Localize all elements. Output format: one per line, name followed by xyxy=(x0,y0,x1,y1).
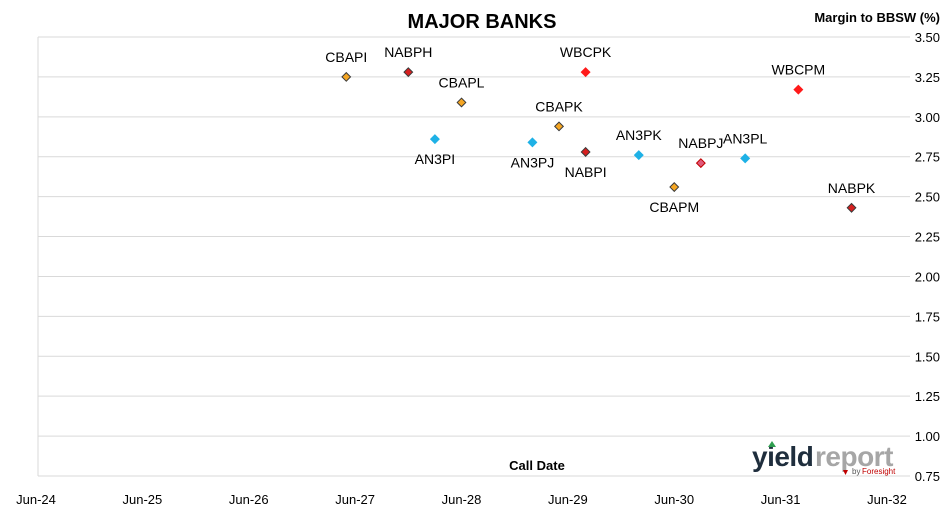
y-tick-label: 1.25 xyxy=(915,389,940,404)
data-label-cbapk: CBAPK xyxy=(535,98,583,114)
x-tick-label: Jun-32 xyxy=(867,492,907,507)
data-point-nabpj xyxy=(695,158,706,169)
data-label-an3pk: AN3PK xyxy=(616,127,663,143)
data-point-wbcpk xyxy=(580,67,591,78)
y-tick-label: 2.25 xyxy=(915,230,940,245)
data-label-nabpi: NABPI xyxy=(565,164,607,180)
data-point-an3pi xyxy=(429,134,440,145)
y-tick-label: 3.00 xyxy=(915,110,940,125)
y-axis-label: Margin to BBSW (%) xyxy=(814,10,940,25)
data-point-cbapl xyxy=(456,97,467,108)
data-label-an3pi: AN3PI xyxy=(415,151,455,167)
y-tick-label: 1.00 xyxy=(915,429,940,444)
x-axis-label: Call Date xyxy=(509,458,565,473)
data-label-wbcpm: WBCPM xyxy=(772,62,826,78)
chart-title: MAJOR BANKS xyxy=(408,11,557,33)
x-tick-label: Jun-25 xyxy=(123,492,163,507)
y-tick-labels: 0.75 1.00 1.25 1.50 1.75 2.00 2.25 2.50 2.75 3.00… xyxy=(915,30,940,484)
data-point-nabpk xyxy=(846,202,857,213)
x-tick-label: Jun-31 xyxy=(761,492,801,507)
logo-down-triangle-icon xyxy=(843,470,848,475)
logo-sub-prefix: by xyxy=(852,467,860,476)
data-label-an3pj: AN3PJ xyxy=(511,154,555,170)
x-tick-label: Jun-24 xyxy=(16,492,56,507)
gridlines xyxy=(37,36,910,477)
data-point-wbcpm xyxy=(793,84,804,95)
x-tick-label: Jun-28 xyxy=(442,492,482,507)
y-tick-label: 2.00 xyxy=(915,269,940,284)
data-label-wbcpk: WBCPK xyxy=(560,44,612,60)
data-label-cbapl: CBAPL xyxy=(439,74,485,90)
y-tick-label: 2.75 xyxy=(915,150,940,165)
data-point-an3pk xyxy=(633,150,644,161)
y-tick-label: 3.25 xyxy=(915,70,940,85)
data-point-cbapk xyxy=(554,121,565,132)
x-tick-label: Jun-30 xyxy=(654,492,694,507)
y-tick-label: 1.75 xyxy=(915,309,940,324)
yieldreport-logo: yield report by Foresight xyxy=(752,441,896,476)
logo-text-yield: yield xyxy=(752,441,813,472)
data-label-an3pl: AN3PL xyxy=(723,130,768,146)
y-tick-label: 0.75 xyxy=(915,469,940,484)
data-point-cbapi xyxy=(341,71,352,82)
logo-up-triangle-icon xyxy=(768,441,776,447)
data-point-cbapm xyxy=(669,182,680,193)
data-point-nabph xyxy=(403,67,414,78)
data-label-cbapi: CBAPI xyxy=(325,49,367,65)
x-tick-label: Jun-27 xyxy=(335,492,375,507)
data-points xyxy=(341,67,857,213)
data-point-an3pl xyxy=(740,153,751,164)
data-point-an3pj xyxy=(527,137,538,148)
data-labels: CBAPI NABPH CBAPL AN3PI WBCPK CBAPK AN3PJ NABPI… xyxy=(325,44,876,215)
x-tick-label: Jun-29 xyxy=(548,492,588,507)
y-tick-label: 3.50 xyxy=(915,30,940,45)
data-label-cbapm: CBAPM xyxy=(649,199,699,215)
data-label-nabpk: NABPK xyxy=(828,180,876,196)
y-tick-label: 1.50 xyxy=(915,349,940,364)
data-point-nabpi xyxy=(580,146,591,157)
x-tick-labels: Jun-24 Jun-25 Jun-26 Jun-27 Jun-28 Jun-29 Jun-… xyxy=(16,492,907,507)
x-tick-label: Jun-26 xyxy=(229,492,269,507)
logo-text-report: report xyxy=(815,441,893,472)
data-label-nabph: NABPH xyxy=(384,44,432,60)
logo-sub-brand: Foresight xyxy=(862,467,896,476)
y-tick-label: 2.50 xyxy=(915,190,940,205)
data-label-nabpj: NABPJ xyxy=(678,135,723,151)
